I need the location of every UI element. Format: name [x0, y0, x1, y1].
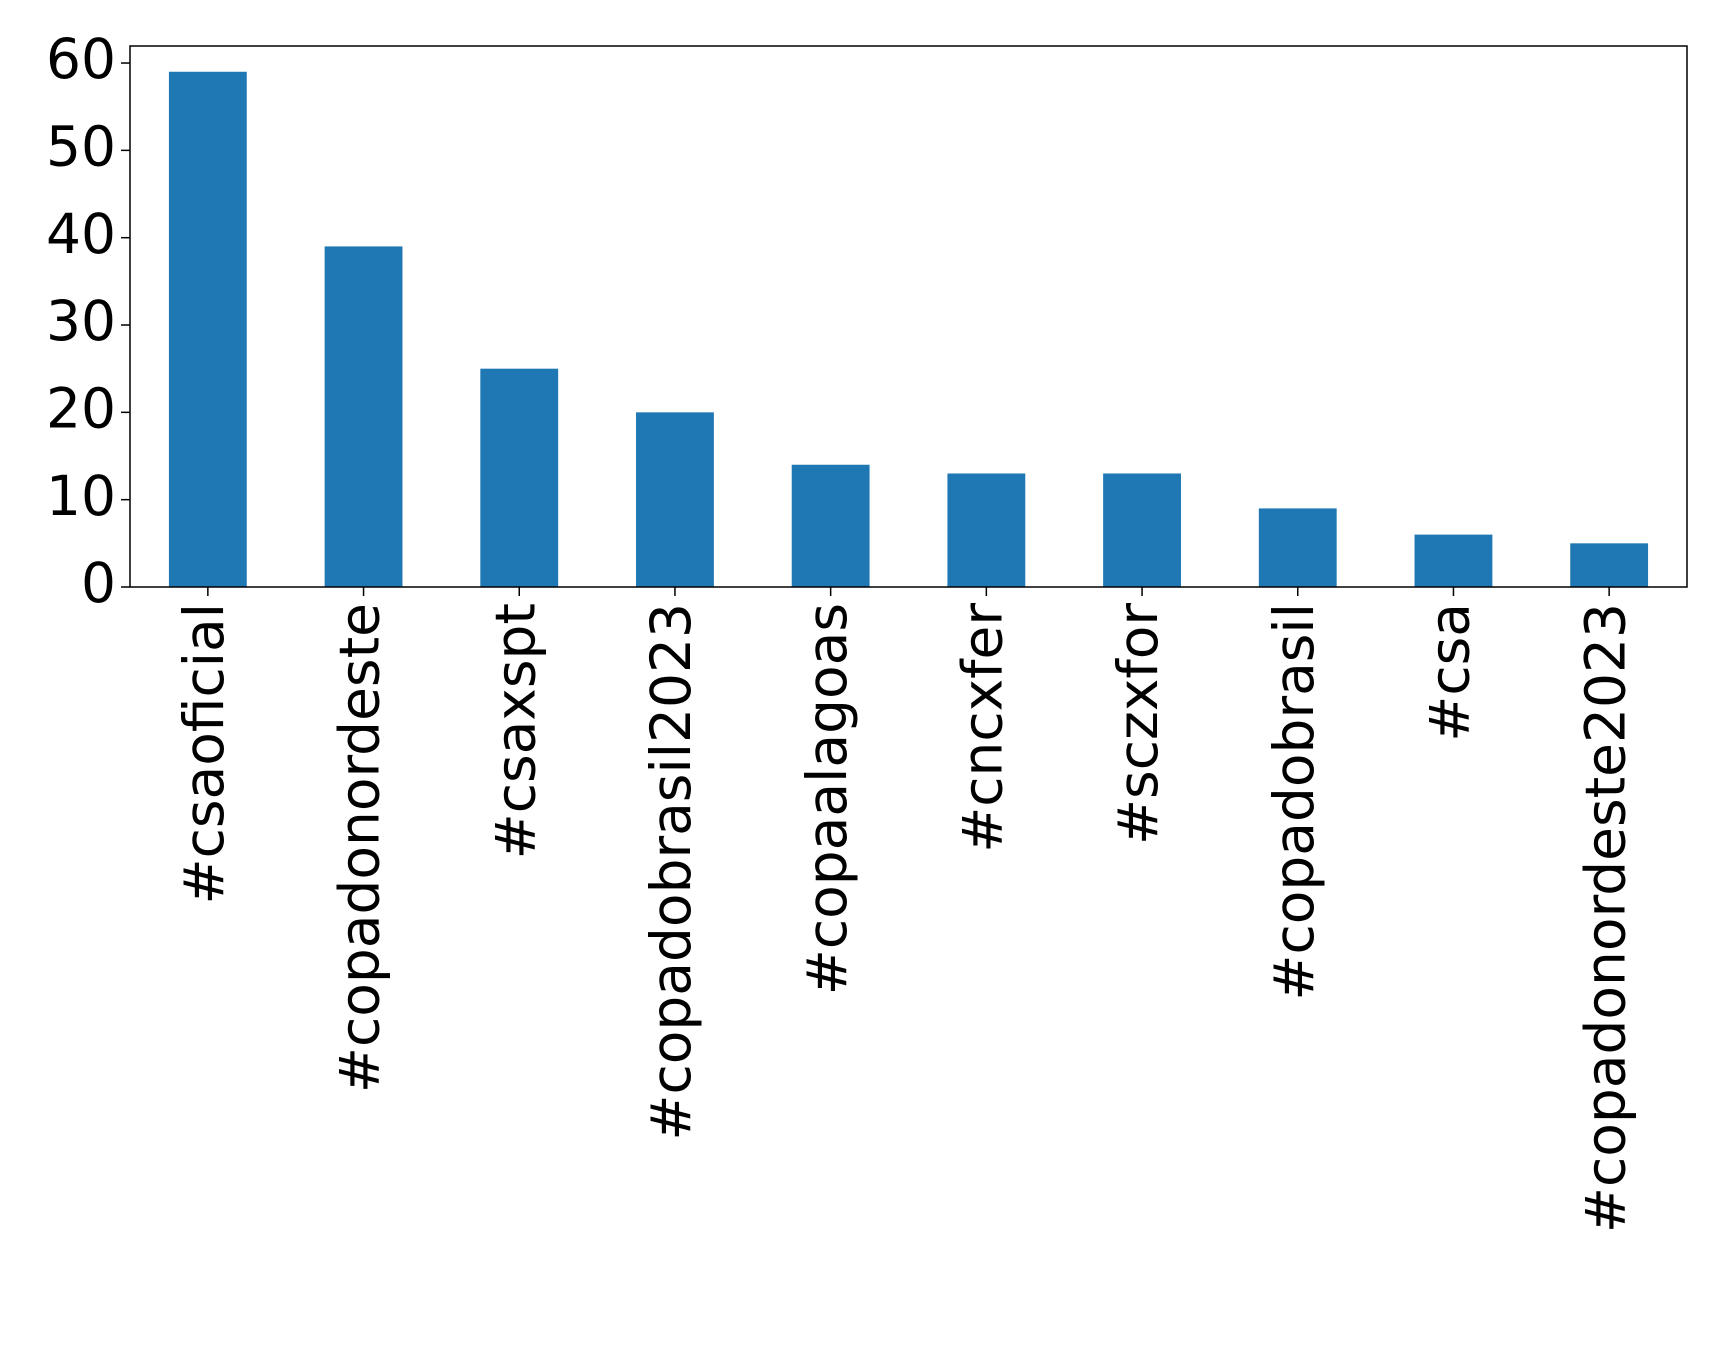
bar	[480, 368, 559, 587]
x-tick-label: #copadonordeste2023	[1573, 603, 1637, 1233]
x-tick-label: #copadobrasil2023	[639, 603, 703, 1141]
x-tick-label: #cncxfer	[950, 603, 1014, 853]
y-tick-label: 20	[46, 376, 116, 440]
bar	[1570, 543, 1649, 587]
y-tick-label: 10	[46, 464, 116, 528]
x-tick-label: #sczxfor	[1106, 603, 1170, 845]
y-tick-label: 60	[46, 27, 116, 91]
bar	[947, 473, 1026, 587]
x-tick-label: #csaxspt	[483, 603, 547, 859]
x-tick-label: #copaalagoas	[795, 603, 859, 995]
x-tick-label: #csaoficial	[172, 603, 236, 904]
x-tick-label: #copadonordeste	[328, 603, 392, 1093]
bar	[1258, 508, 1337, 587]
bar	[324, 246, 403, 587]
y-tick-label: 50	[46, 114, 116, 178]
x-tick-label: #copadobrasil	[1262, 603, 1326, 1001]
bar	[1414, 534, 1493, 587]
bar	[1103, 473, 1181, 587]
x-tick-label: #csa	[1418, 603, 1482, 742]
bar	[168, 71, 247, 587]
y-tick-label: 30	[46, 289, 116, 353]
y-tick-label: 0	[81, 551, 116, 615]
y-tick-label: 40	[46, 202, 116, 266]
bar	[636, 412, 714, 587]
bar	[791, 464, 870, 587]
plot-frame	[129, 45, 1688, 588]
